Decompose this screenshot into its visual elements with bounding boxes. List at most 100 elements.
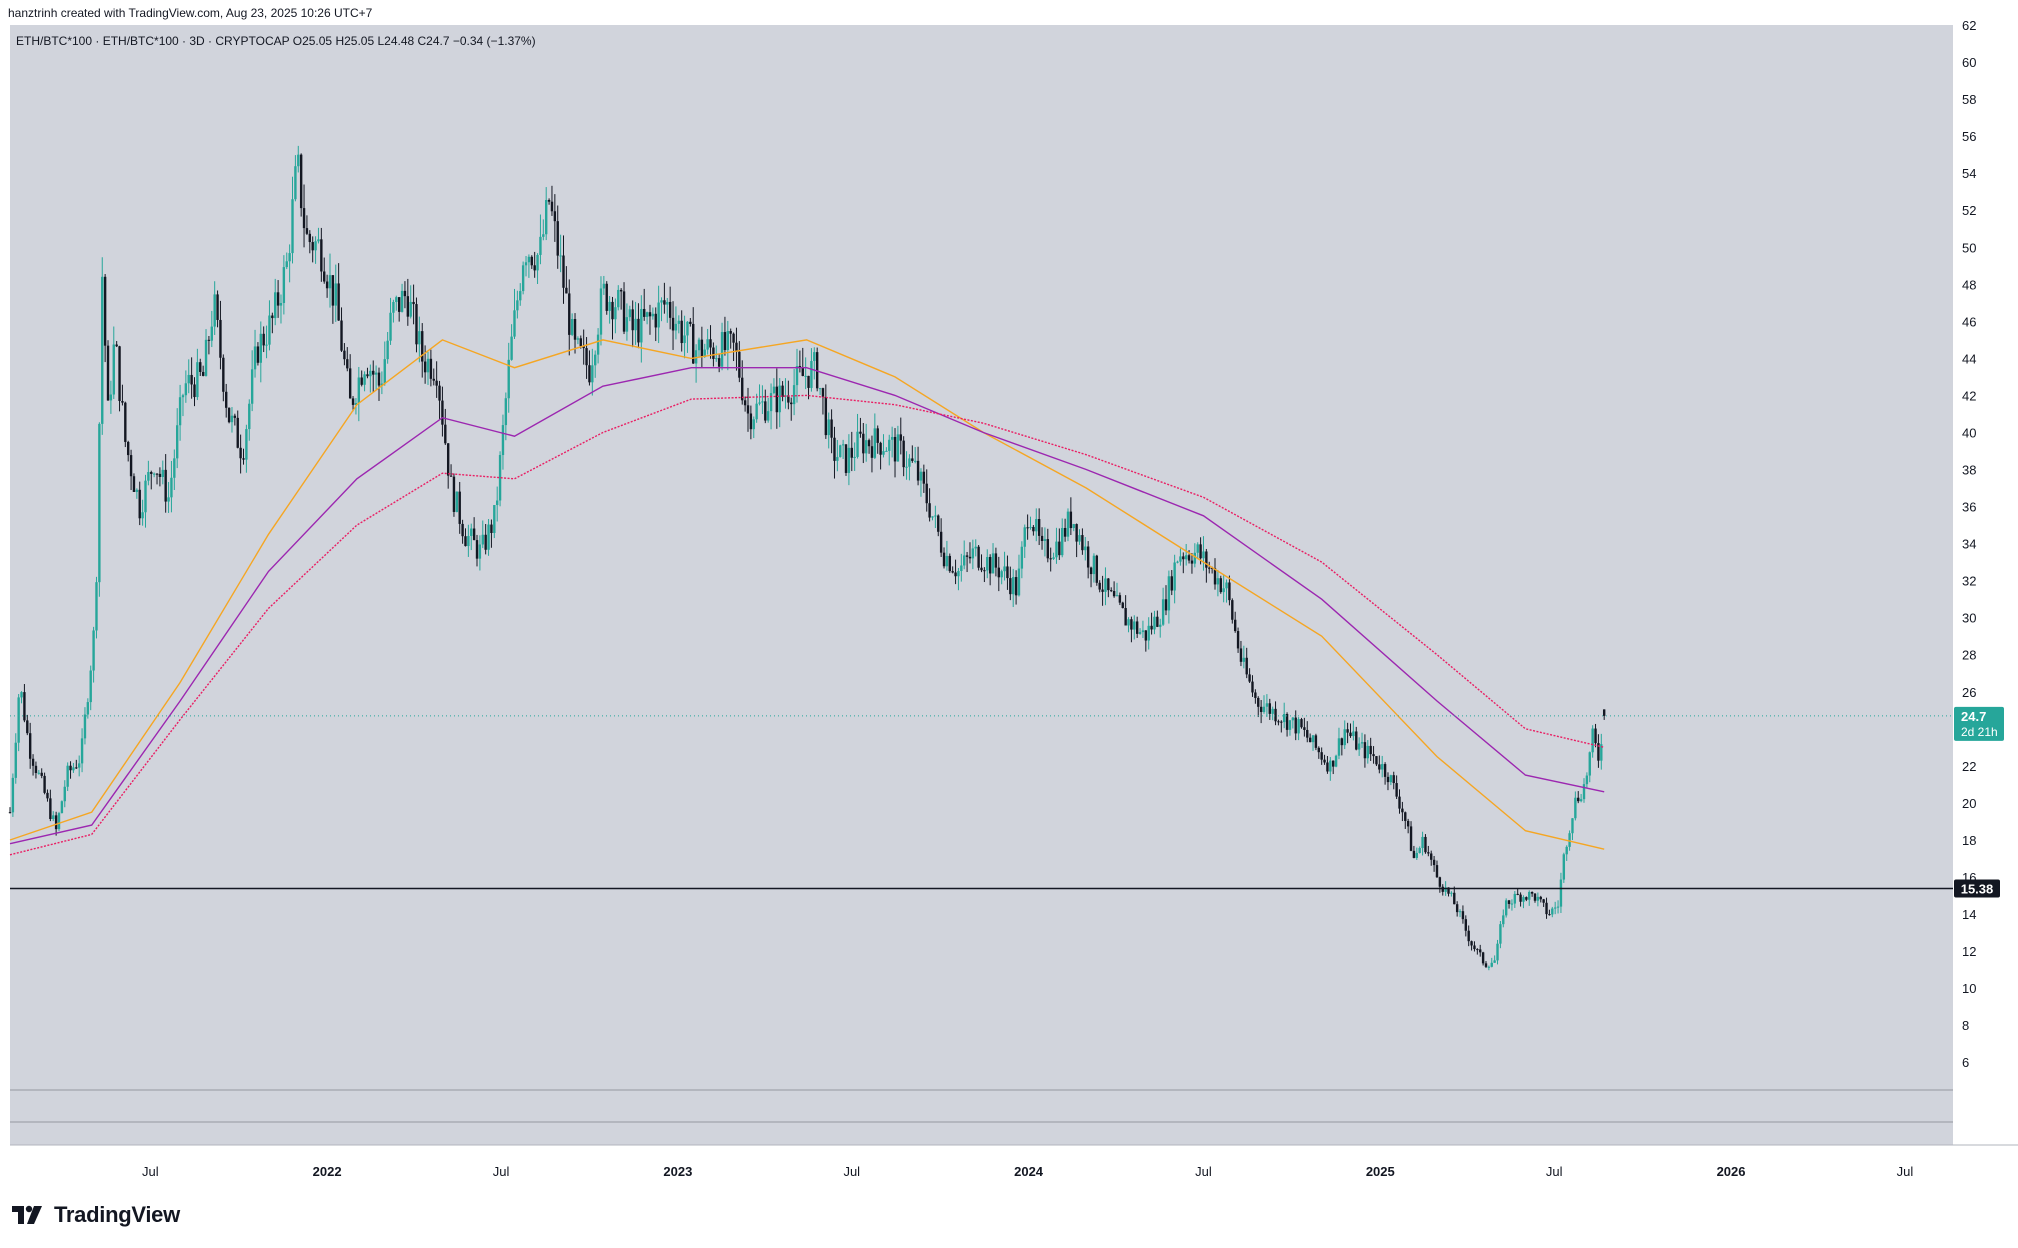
support-price-label: 15.38 <box>1961 881 1994 896</box>
candle-body <box>1464 919 1468 931</box>
candle-body <box>478 544 482 559</box>
candle-body <box>124 402 127 442</box>
candle-body <box>1089 567 1093 575</box>
candle-body <box>1519 894 1522 902</box>
candle-body <box>544 199 548 235</box>
candle-body <box>1095 555 1099 583</box>
candle-body <box>380 383 384 386</box>
candle-body <box>46 792 49 799</box>
candle-body <box>1378 764 1381 770</box>
candle-body <box>331 275 335 306</box>
candle-body <box>421 331 424 362</box>
candle-body <box>152 473 156 475</box>
candle-body <box>115 344 118 347</box>
candle-body <box>1069 511 1073 529</box>
candle-body <box>1591 728 1594 753</box>
candles-group <box>8 145 1606 971</box>
candle-body <box>1040 535 1044 541</box>
candle-body <box>141 512 144 519</box>
candle-body <box>761 401 764 403</box>
candle-body <box>562 255 565 288</box>
candle-body <box>853 456 856 458</box>
candle-body <box>1357 743 1361 750</box>
candle-body <box>994 553 998 568</box>
candle-body <box>216 294 219 320</box>
candle-body <box>1510 903 1514 905</box>
candle-body <box>135 489 139 492</box>
candle-body <box>787 395 790 403</box>
candle-body <box>1383 764 1387 777</box>
candle-body <box>101 276 104 424</box>
candle-body <box>285 261 288 268</box>
tradingview-brand[interactable]: TradingView <box>12 1202 180 1228</box>
candle-body <box>1066 511 1070 537</box>
candle-body <box>1265 703 1269 707</box>
moving-average-line-2 <box>9 367 1605 845</box>
candle-body <box>1432 859 1436 866</box>
candle-body <box>1334 755 1338 767</box>
candle-body <box>320 239 323 272</box>
candle-body <box>1282 714 1286 723</box>
candle-body <box>1363 742 1367 759</box>
candle-body <box>521 265 525 292</box>
candle-body <box>1254 692 1257 698</box>
candle-body <box>383 359 386 384</box>
candle-body <box>1167 576 1171 611</box>
candle-body <box>1098 582 1101 590</box>
candle-body <box>830 419 833 438</box>
candle-body <box>677 320 681 324</box>
candle-body <box>256 346 260 363</box>
candle-body <box>253 346 257 370</box>
candle-body <box>1075 524 1078 542</box>
y-tick-label: 62 <box>1962 18 1976 33</box>
candle-body <box>1352 731 1355 737</box>
candle-body <box>510 336 513 360</box>
candle-body <box>1012 577 1015 595</box>
candle-body <box>810 360 813 388</box>
candle-body <box>1412 850 1416 858</box>
candle-body <box>239 447 242 459</box>
candle-body <box>63 786 66 802</box>
candle-body <box>539 236 542 255</box>
candle-body <box>1360 742 1364 744</box>
candle-body <box>1320 752 1323 760</box>
candle-body <box>109 394 113 401</box>
candle-body <box>1600 744 1603 761</box>
candle-body <box>282 267 286 303</box>
candle-body <box>559 255 562 257</box>
candle-body <box>236 417 239 448</box>
candle-body <box>870 446 874 458</box>
candle-body <box>449 475 453 477</box>
y-tick-label: 6 <box>1962 1055 1969 1070</box>
candle-body <box>533 265 536 271</box>
candle-body <box>1055 541 1058 558</box>
candle-body <box>34 765 38 773</box>
candle-body <box>337 283 340 321</box>
candle-body <box>233 415 237 418</box>
candle-body <box>1349 732 1352 737</box>
candle-body <box>1179 556 1182 562</box>
candle-body <box>839 445 842 458</box>
candle-body <box>703 349 706 357</box>
support-price-badge <box>1954 879 2000 898</box>
candle-body <box>1455 904 1459 913</box>
candle-body <box>977 546 980 568</box>
candle-body <box>594 354 597 366</box>
candle-body <box>683 335 686 344</box>
candle-body <box>778 385 781 413</box>
candle-body <box>1210 567 1214 569</box>
candle-body <box>1173 562 1176 591</box>
candle-body <box>660 300 663 303</box>
candle-body <box>596 334 600 355</box>
candle-body <box>772 386 776 394</box>
candle-body <box>346 359 349 369</box>
candle-body <box>775 386 779 413</box>
candle-body <box>1046 539 1050 559</box>
candle-body <box>1017 568 1021 596</box>
candle-body <box>1104 578 1107 592</box>
candle-body <box>1205 551 1208 568</box>
candle-body <box>1112 590 1116 597</box>
candle-body <box>1453 892 1456 905</box>
candle-body <box>403 290 407 297</box>
